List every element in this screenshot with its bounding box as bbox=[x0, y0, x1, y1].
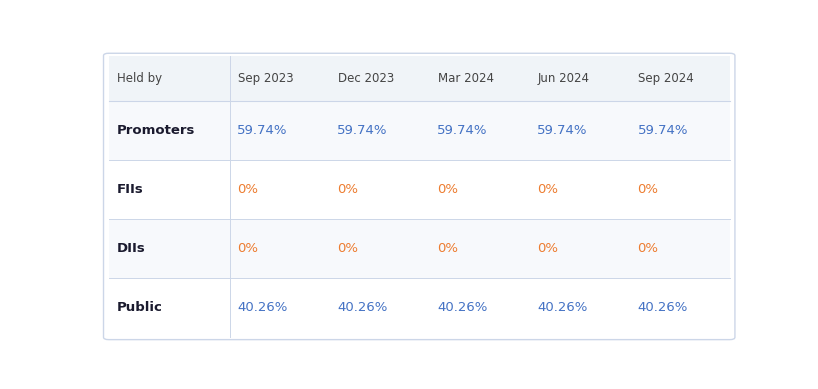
Text: Jun 2024: Jun 2024 bbox=[538, 72, 590, 85]
Text: 40.26%: 40.26% bbox=[237, 301, 288, 314]
Text: 0%: 0% bbox=[637, 242, 658, 255]
Text: 0%: 0% bbox=[237, 183, 258, 196]
Text: 40.26%: 40.26% bbox=[637, 301, 688, 314]
Text: 59.74%: 59.74% bbox=[438, 124, 488, 137]
Text: Sep 2023: Sep 2023 bbox=[238, 72, 294, 85]
Text: 40.26%: 40.26% bbox=[438, 301, 488, 314]
Text: FIIs: FIIs bbox=[117, 183, 144, 196]
Bar bbox=[109, 160, 730, 219]
Text: Promoters: Promoters bbox=[117, 124, 196, 137]
Text: 40.26%: 40.26% bbox=[537, 301, 588, 314]
Text: 0%: 0% bbox=[337, 242, 358, 255]
Text: 0%: 0% bbox=[438, 183, 458, 196]
Text: Mar 2024: Mar 2024 bbox=[438, 72, 494, 85]
Text: 59.74%: 59.74% bbox=[637, 124, 688, 137]
Text: 0%: 0% bbox=[438, 242, 458, 255]
Text: 59.74%: 59.74% bbox=[237, 124, 288, 137]
Text: Public: Public bbox=[117, 301, 163, 314]
Text: 0%: 0% bbox=[637, 183, 658, 196]
Text: 40.26%: 40.26% bbox=[337, 301, 388, 314]
Bar bbox=[109, 278, 730, 337]
Text: 0%: 0% bbox=[537, 242, 559, 255]
Bar bbox=[109, 219, 730, 278]
Text: DIIs: DIIs bbox=[117, 242, 146, 255]
Text: 0%: 0% bbox=[537, 183, 559, 196]
Text: 0%: 0% bbox=[337, 183, 358, 196]
Text: Held by: Held by bbox=[117, 72, 162, 85]
Text: 0%: 0% bbox=[237, 242, 258, 255]
Bar bbox=[109, 56, 730, 101]
Text: 59.74%: 59.74% bbox=[537, 124, 588, 137]
Bar bbox=[109, 101, 730, 160]
Text: Sep 2024: Sep 2024 bbox=[638, 72, 694, 85]
Text: 59.74%: 59.74% bbox=[337, 124, 388, 137]
Text: Dec 2023: Dec 2023 bbox=[338, 72, 394, 85]
